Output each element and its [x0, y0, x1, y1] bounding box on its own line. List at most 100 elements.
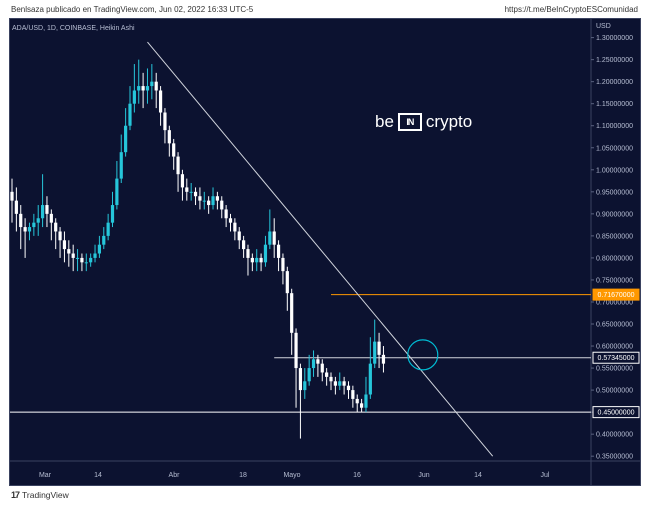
tradingview-logo-icon: 17: [11, 490, 20, 500]
time-axis-label: Mar: [39, 472, 52, 479]
candle-body: [307, 368, 311, 382]
price-tick-label: 1.10000000: [596, 123, 633, 130]
price-tick-label: 0.85000000: [596, 233, 633, 240]
candle-body: [373, 341, 377, 364]
candle-body: [110, 205, 115, 223]
candle-body: [368, 363, 372, 395]
candle-body: [54, 222, 58, 232]
candle-body: [250, 257, 254, 263]
time-axis-label: Jul: [541, 472, 550, 479]
candle-body: [23, 227, 27, 232]
price-label-text: 0.71670000: [598, 292, 635, 299]
candle-body: [124, 125, 128, 153]
candle-body: [377, 341, 381, 355]
candle-body: [115, 178, 119, 206]
candle-body: [316, 359, 320, 364]
price-label-text: 0.45000000: [598, 410, 635, 417]
candle-body: [333, 381, 337, 386]
header-bar: Benlsaza publicado en TradingView.com, J…: [0, 0, 649, 18]
candle-body: [242, 240, 246, 250]
candle-body: [172, 143, 176, 157]
candle-body: [10, 191, 14, 201]
candle-body: [211, 196, 215, 206]
candle-body: [298, 368, 303, 391]
price-tick-label: 0.55000000: [596, 366, 633, 373]
candle-body: [268, 231, 272, 245]
candle-body: [27, 227, 32, 232]
time-axis-label: 14: [94, 472, 102, 479]
price-label-box: [592, 351, 640, 364]
price-label-text: 0.57345000: [598, 355, 635, 362]
candle-body: [215, 196, 219, 201]
brand-mark: IN: [397, 113, 422, 131]
brand-left: be: [375, 112, 394, 131]
time-axis-label: Mayo: [283, 472, 300, 479]
price-tick-label: 1.05000000: [596, 145, 633, 152]
candle-body: [193, 191, 198, 197]
candle-body: [207, 200, 211, 206]
price-tick-label: 0.70000000: [596, 299, 633, 306]
descending-trendline: [147, 41, 494, 457]
price-tick-label: 1.20000000: [596, 79, 633, 86]
time-axis-label: Jun: [418, 472, 429, 479]
community-link[interactable]: https://t.me/BeInCryptoESComunidad: [504, 5, 638, 14]
price-tick-label: 1.25000000: [596, 57, 633, 64]
candle-body: [32, 222, 36, 228]
candle-body: [45, 205, 49, 214]
candle-body: [303, 381, 307, 391]
candle-body: [19, 213, 23, 228]
candle-body: [128, 103, 132, 126]
candle-body: [106, 222, 110, 236]
symbol-info: ADA/USD, 1D, COINBASE, Heikin Ashi: [12, 25, 135, 32]
price-tick-label: 0.90000000: [596, 211, 633, 218]
time-axis-label: 18: [239, 472, 247, 479]
candle-body: [311, 359, 316, 369]
candle-body: [163, 112, 167, 131]
price-label-box: [592, 288, 640, 301]
candle-body: [346, 385, 351, 391]
candle-body: [154, 81, 158, 91]
candle-body: [246, 249, 250, 258]
highlight-circle: [407, 339, 439, 371]
candle-body: [220, 200, 224, 210]
candle-body: [198, 196, 202, 201]
candle-body: [364, 394, 368, 408]
candle-body: [285, 271, 289, 294]
price-tick-label: 0.75000000: [596, 277, 633, 284]
candle-body: [176, 156, 180, 175]
candle-body: [338, 381, 342, 386]
candle-body: [351, 390, 355, 399]
candle-body: [145, 86, 150, 91]
price-tick-label: 1.30000000: [596, 35, 633, 42]
candle-body: [158, 90, 163, 113]
candle-body: [150, 81, 154, 87]
brand-right: crypto: [425, 112, 473, 131]
candle-body: [355, 398, 359, 404]
candle-body: [40, 205, 45, 219]
candle-body: [185, 187, 189, 192]
price-tick-label: 0.40000000: [596, 432, 633, 439]
candle-body: [71, 253, 75, 258]
candle-body: [294, 332, 298, 369]
candle-body: [14, 200, 18, 214]
time-axis-label: Abr: [169, 472, 181, 479]
candle-body: [67, 249, 71, 254]
candle-body: [137, 86, 141, 91]
candle-body: [202, 200, 206, 202]
candle-body: [89, 257, 93, 263]
candle-body: [228, 218, 233, 223]
candle-body: [75, 257, 80, 259]
candle-body: [272, 231, 276, 245]
candle-body: [233, 222, 237, 232]
footer: 17 TradingView: [11, 490, 69, 500]
candle-body: [381, 354, 386, 364]
candle-body: [320, 363, 324, 373]
candle-body: [342, 381, 346, 386]
price-tick-label: 0.50000000: [596, 388, 633, 395]
price-chart[interactable]: USD 1.30000000 1.25000000 1.20000000 1.15000…: [10, 19, 640, 485]
beincrypto-watermark: be IN crypto: [375, 112, 472, 132]
tradingview-name: TradingView: [22, 490, 69, 500]
candle-body: [119, 152, 123, 179]
candle-body: [224, 209, 228, 219]
candle-body: [237, 231, 241, 241]
